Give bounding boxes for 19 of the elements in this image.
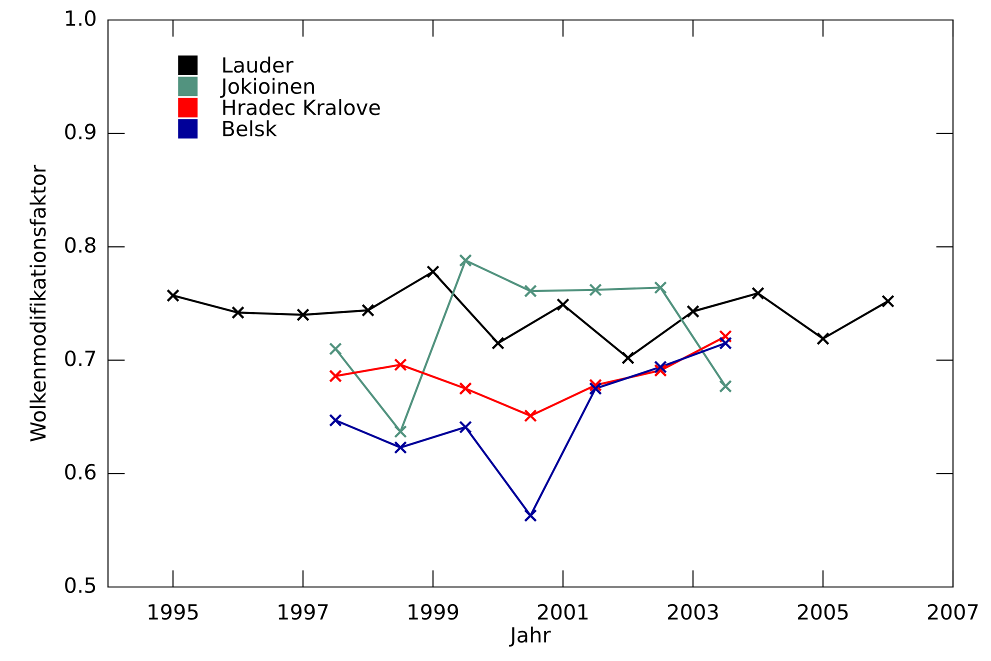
y-tick-label: 0.6 bbox=[65, 464, 96, 480]
y-tick-label: 0.5 bbox=[65, 577, 96, 594]
legend-label: Belsk bbox=[223, 120, 277, 136]
x-tick-label: 2003 bbox=[668, 604, 718, 620]
y-axis-title: Wolkenmodifikationsfaktor bbox=[30, 164, 46, 442]
legend-label: Lauder bbox=[223, 56, 294, 73]
legend-label: Hradec Kralove bbox=[223, 99, 380, 116]
x-tick-label: 2007 bbox=[928, 604, 978, 620]
x-tick-label: 1997 bbox=[278, 604, 328, 620]
y-tick-label: 0.8 bbox=[65, 237, 96, 253]
legend-label: Jokioinen bbox=[220, 78, 314, 98]
x-tick-label: 2005 bbox=[798, 604, 848, 620]
x-tick-label: 2001 bbox=[538, 604, 588, 620]
x-tick-label: 1995 bbox=[148, 604, 198, 620]
x-axis-title: Jahr bbox=[509, 626, 551, 647]
y-tick-label: 0.7 bbox=[65, 350, 96, 366]
x-tick-label: 1999 bbox=[408, 604, 458, 620]
y-tick-label: 1.0 bbox=[66, 10, 96, 26]
y-tick-label: 0.9 bbox=[65, 124, 96, 140]
